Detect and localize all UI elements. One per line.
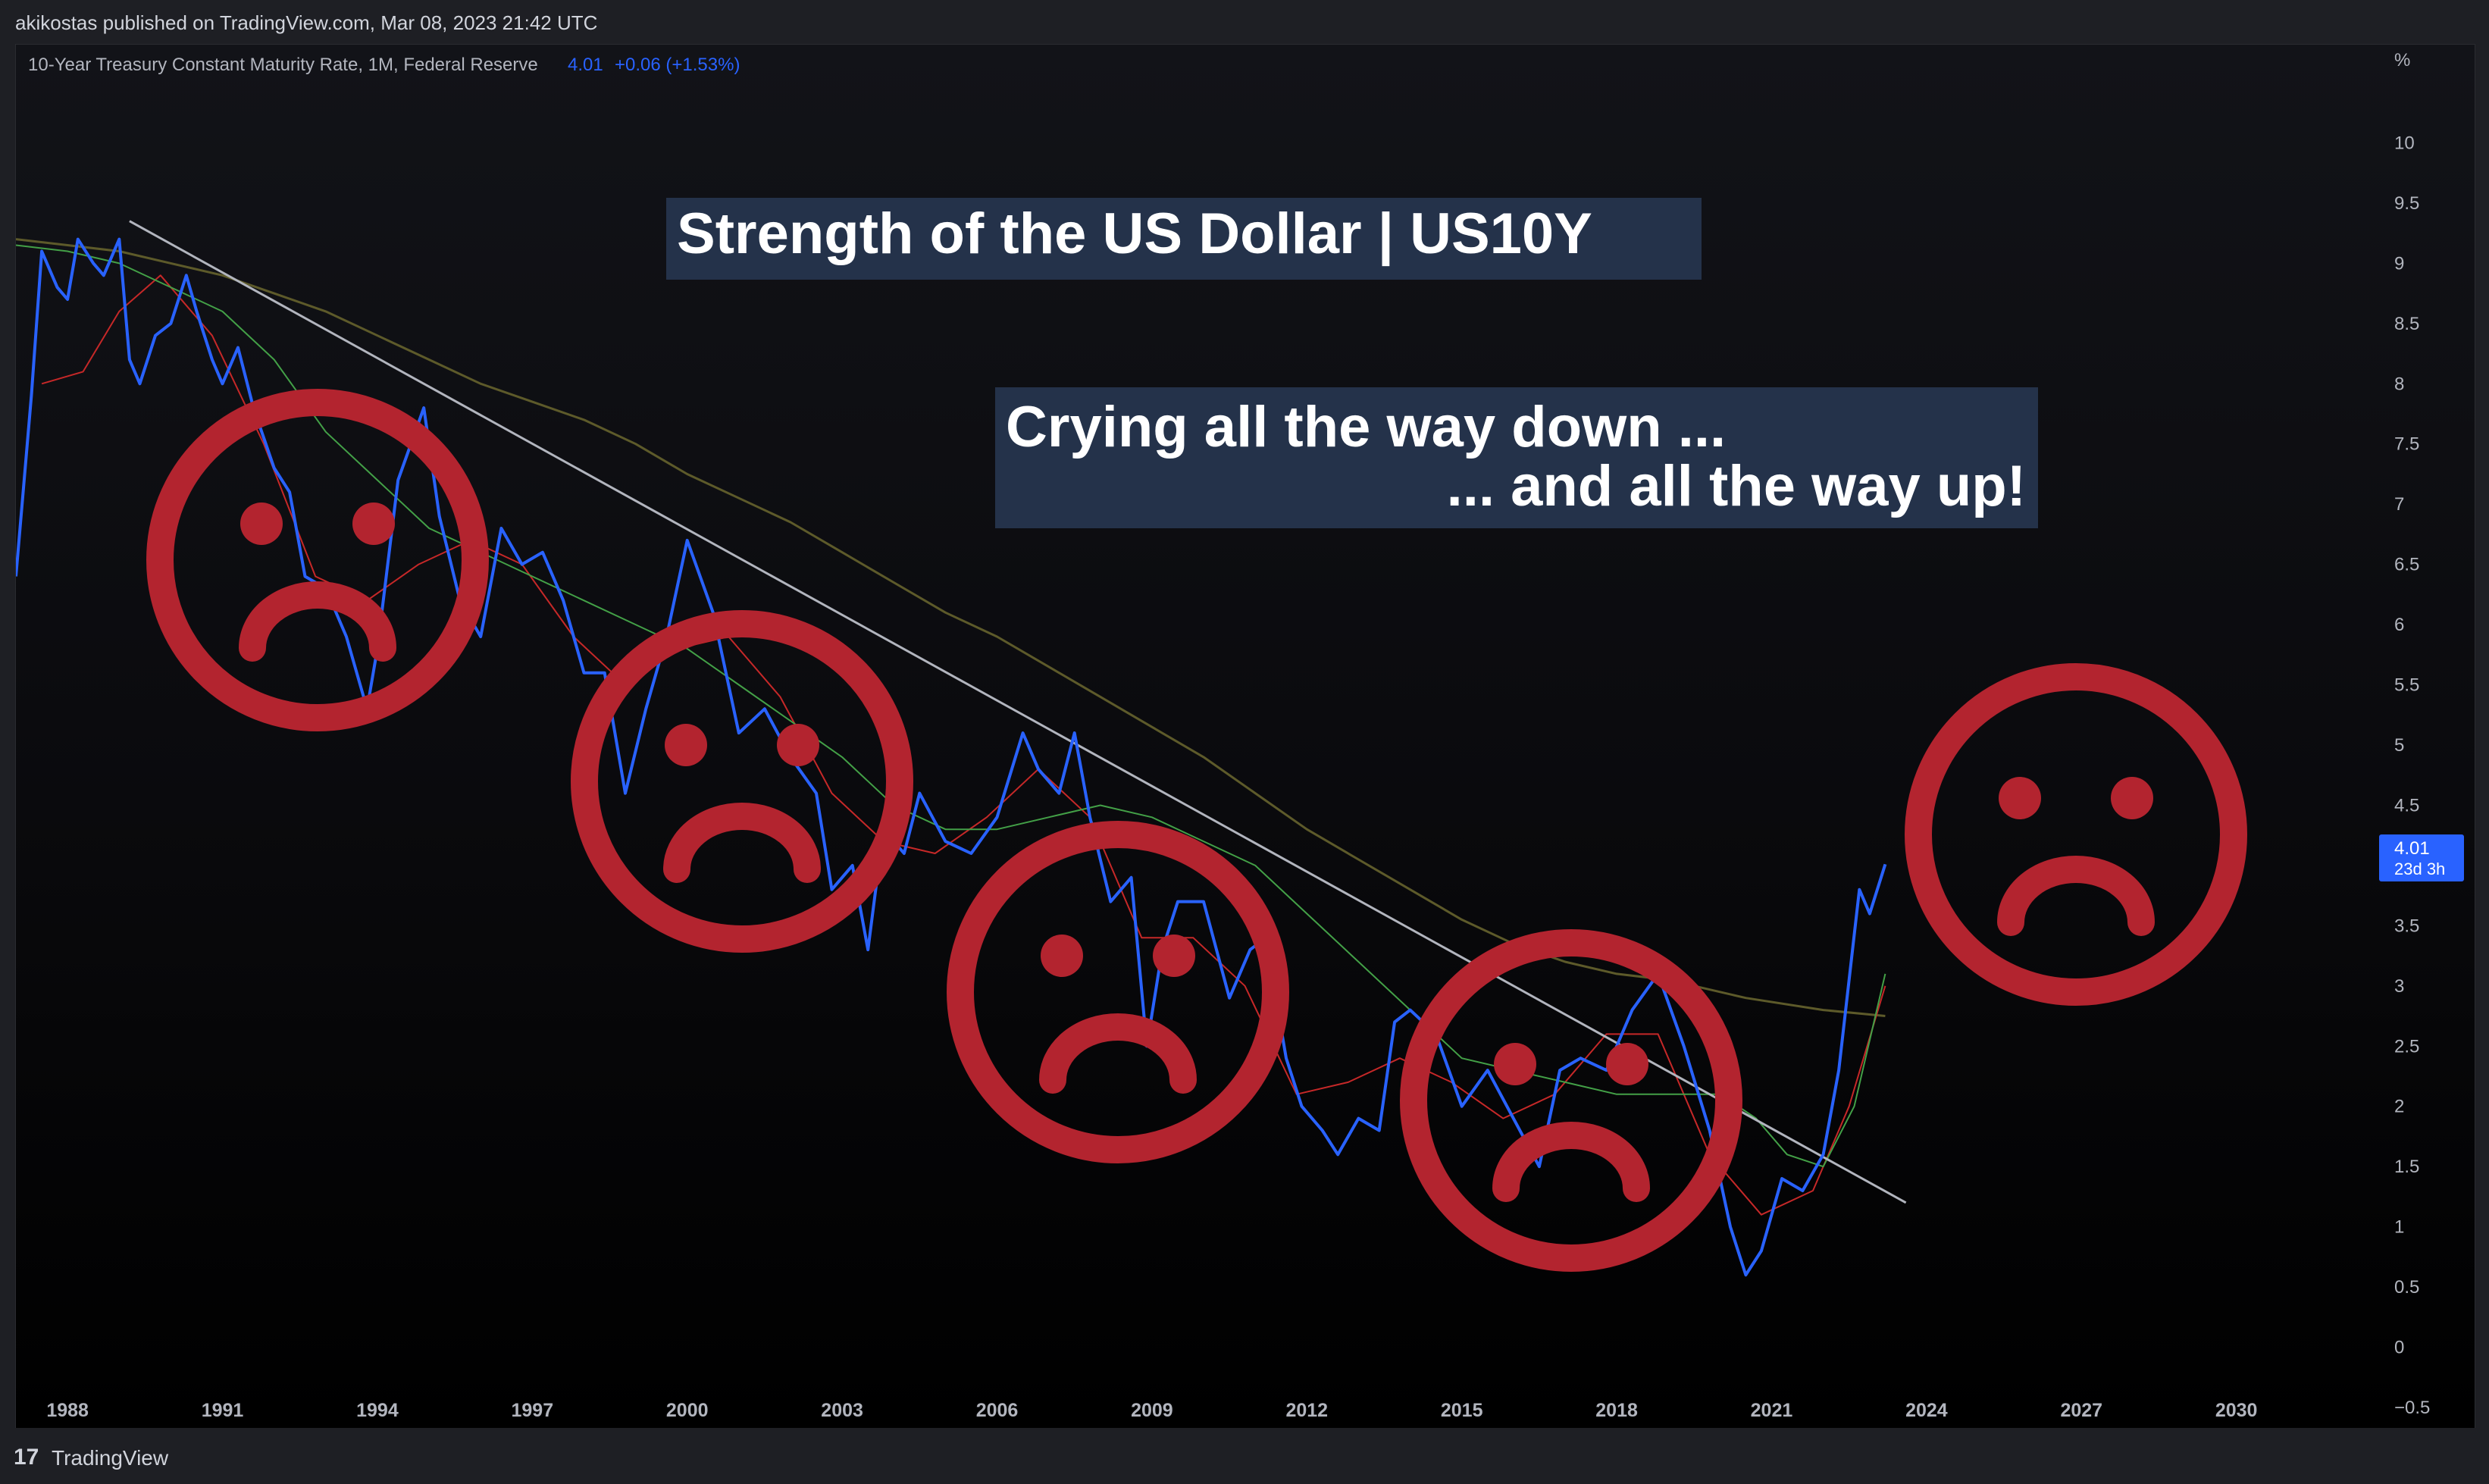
y-tick-label: 3 [2394, 976, 2404, 997]
y-tick-label: 5.5 [2394, 675, 2419, 696]
legend-price: 4.01 [568, 55, 603, 75]
face-outline [947, 821, 1289, 1163]
x-tick-label: 1997 [512, 1400, 554, 1421]
axis-unit: % [2394, 50, 2410, 70]
face-outline [571, 610, 913, 953]
face-eye-left [1041, 935, 1083, 977]
face-eye-left [240, 502, 283, 545]
caption-line-2: ... and all the way up! [1447, 454, 2026, 518]
y-tick-label: −0.5 [2394, 1398, 2430, 1418]
y-tick-label: 3.5 [2394, 916, 2419, 936]
face-outline [1905, 663, 2247, 1006]
face-mouth [1492, 1122, 1650, 1202]
series-layer [16, 220, 1907, 1277]
face-mouth [1997, 856, 2155, 936]
y-tick-label: 0.5 [2394, 1277, 2419, 1298]
title-text: Strength of the US Dollar | US10Y [677, 202, 1592, 267]
ma-red-line [41, 274, 1886, 1216]
trendline [129, 220, 1907, 1204]
footer-brand[interactable]: TradingView [52, 1446, 169, 1470]
y-tick-label: 8.5 [2394, 314, 2419, 334]
y-tick-label: 1 [2394, 1217, 2404, 1238]
face-eye-left [665, 724, 707, 766]
face-eye-left [1494, 1043, 1536, 1085]
chart-svg[interactable]: 10-Year Treasury Constant Maturity Rate,… [16, 45, 2475, 1429]
face-eye-right [1153, 935, 1195, 977]
face-eye-left [1999, 777, 2041, 819]
ma-olive-line [16, 238, 1886, 1017]
sad-face-icon [146, 389, 489, 731]
footer-bar: 17 TradingView [0, 1428, 2489, 1484]
y-tick-label: 9 [2394, 253, 2404, 274]
y-tick-label: 1.5 [2394, 1157, 2419, 1177]
y-tick-label: 8 [2394, 374, 2404, 394]
face-outline [1400, 929, 1742, 1272]
x-tick-label: 2012 [1285, 1400, 1328, 1421]
x-tick-label: 2015 [1441, 1400, 1483, 1421]
price-tag: 4.01 23d 3h [2379, 834, 2464, 881]
x-tick-label: 1994 [356, 1400, 399, 1421]
sad-face-icon [1400, 929, 1742, 1272]
sad-face-icon [1905, 663, 2247, 1006]
y-tick-label: 4.5 [2394, 795, 2419, 816]
face-mouth [239, 581, 396, 662]
header-bar: akikostas published on TradingView.com, … [0, 0, 2489, 44]
x-tick-label: 1988 [46, 1400, 89, 1421]
x-tick-label: 2003 [821, 1400, 863, 1421]
y-tick-label: 6.5 [2394, 555, 2419, 575]
face-outline [146, 389, 489, 731]
sad-faces [146, 389, 2247, 1272]
ma-green-line [16, 244, 1886, 1168]
face-mouth [663, 803, 821, 883]
x-tick-label: 2027 [2060, 1400, 2102, 1421]
x-tick-label: 1991 [202, 1400, 244, 1421]
price-tag-bg [2379, 834, 2464, 881]
legend-symbol: 10-Year Treasury Constant Maturity Rate,… [28, 55, 538, 75]
x-tick-label: 2018 [1595, 1400, 1638, 1421]
y-tick-label: 6 [2394, 615, 2404, 635]
x-tick-label: 2000 [666, 1400, 709, 1421]
y-tick-label: 7 [2394, 494, 2404, 515]
sad-face-icon [947, 821, 1289, 1163]
title-banner[interactable]: Strength of the US Dollar | US10Y [666, 198, 1702, 280]
caption-line-1: Crying all the way down ... [1006, 395, 1726, 459]
title-banner-bg [666, 198, 1702, 280]
publisher-info: akikostas published on TradingView.com, … [15, 11, 598, 34]
face-eye-right [2111, 777, 2153, 819]
x-tick-label: 2006 [976, 1400, 1019, 1421]
caption-banner[interactable]: Crying all the way down ... ... and all … [995, 387, 2038, 528]
face-eye-right [777, 724, 819, 766]
sad-face-icon [571, 610, 913, 953]
caption-banner-bg [995, 387, 2038, 528]
y-tick-label: 10 [2394, 133, 2415, 153]
y-tick-label: 9.5 [2394, 193, 2419, 214]
legend-change: +0.06 (+1.53%) [615, 55, 740, 75]
x-tick-label: 2030 [2215, 1400, 2258, 1421]
x-axis[interactable]: 1988 1991 1994 1997 2000 2003 2006 2009 2012 2015… [46, 1400, 2257, 1421]
x-tick-label: 2009 [1131, 1400, 1173, 1421]
face-eye-right [352, 502, 395, 545]
x-tick-label: 2024 [1905, 1400, 1948, 1421]
y-tick-label: 2 [2394, 1097, 2404, 1117]
x-tick-label: 2021 [1751, 1400, 1793, 1421]
y-tick-label: 7.5 [2394, 434, 2419, 455]
price-tag-value: 4.01 [2394, 838, 2430, 859]
price-tag-countdown: 23d 3h [2394, 859, 2445, 878]
y-tick-label: 2.5 [2394, 1036, 2419, 1057]
face-eye-right [1606, 1043, 1648, 1085]
y-tick-label: 5 [2394, 735, 2404, 756]
tradingview-logo[interactable]: 17 [14, 1445, 39, 1470]
face-mouth [1039, 1013, 1197, 1094]
y-axis[interactable]: 109.598.587.576.565.554.543.532.521.510.… [2394, 133, 2430, 1418]
chart-pane[interactable]: 10-Year Treasury Constant Maturity Rate,… [15, 44, 2475, 1429]
y-tick-label: 0 [2394, 1338, 2404, 1358]
